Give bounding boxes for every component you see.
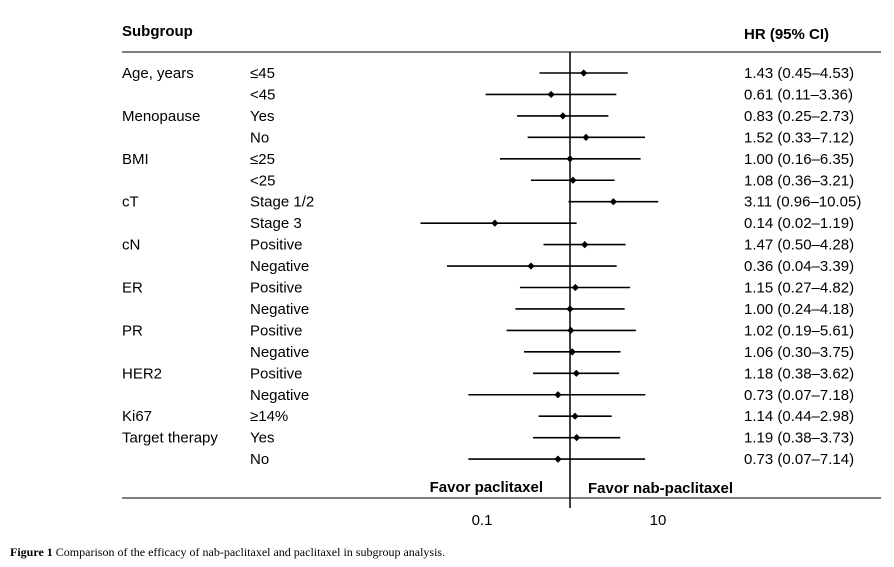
hr-ci-value: 0.14 (0.02–1.19) [744, 215, 854, 232]
hr-point-marker [569, 176, 577, 184]
level-label: ≥14% [250, 408, 288, 425]
forest-row: No 0.73 (0.07–7.14) [250, 451, 854, 468]
hr-point-marker [566, 305, 574, 313]
hr-point-marker [572, 369, 580, 377]
hr-point-marker [491, 219, 499, 227]
forest-row: Menopause Yes 0.83 (0.25–2.73) [122, 108, 854, 125]
level-label: Positive [250, 365, 303, 382]
subgroup-label: cT [122, 194, 139, 211]
level-label: Negative [250, 387, 309, 404]
subgroup-header: Subgroup [122, 23, 193, 40]
forest-row: ER Positive 1.15 (0.27–4.82) [122, 280, 854, 297]
forest-row: <25 1.08 (0.36–3.21) [250, 172, 854, 189]
level-label: Yes [250, 108, 274, 125]
subgroup-label: HER2 [122, 365, 162, 382]
hr-point-marker [554, 455, 562, 463]
level-label: <45 [250, 86, 275, 103]
level-label: No [250, 451, 269, 468]
hr-ci-value: 1.52 (0.33–7.12) [744, 129, 854, 146]
level-label: Yes [250, 430, 274, 447]
hr-point-marker [547, 90, 555, 99]
favor-left-label: Favor paclitaxel [430, 479, 543, 496]
hr-point-marker [573, 434, 581, 442]
level-label: Positive [250, 322, 303, 339]
level-label: Stage 1/2 [250, 194, 314, 211]
level-label: ≤25 [250, 151, 275, 168]
hr-header: HR (95% CI) [744, 26, 829, 43]
figure-caption-label: Figure 1 [10, 545, 53, 559]
level-label: Positive [250, 280, 303, 297]
forest-row: No 1.52 (0.33–7.12) [250, 129, 854, 146]
level-label: <25 [250, 172, 275, 189]
hr-ci-value: 1.15 (0.27–4.82) [744, 280, 854, 297]
hr-point-marker [571, 283, 579, 292]
subgroup-label: Menopause [122, 108, 200, 125]
hr-point-marker [609, 198, 617, 206]
hr-ci-value: 0.73 (0.07–7.18) [744, 387, 854, 404]
hr-ci-value: 1.00 (0.16–6.35) [744, 151, 854, 168]
subgroup-label: cN [122, 237, 140, 254]
level-label: Negative [250, 258, 309, 275]
hr-point-marker [567, 326, 575, 334]
subgroup-label: Target therapy [122, 430, 218, 447]
figure-caption: Figure 1 Comparison of the efficacy of n… [10, 545, 445, 560]
hr-ci-value: 1.06 (0.30–3.75) [744, 344, 854, 361]
level-label: Negative [250, 301, 309, 318]
subgroup-label: PR [122, 322, 143, 339]
hr-ci-value: 1.08 (0.36–3.21) [744, 172, 854, 189]
forest-row: BMI ≤25 1.00 (0.16–6.35) [122, 151, 854, 168]
hr-ci-value: 1.19 (0.38–3.73) [744, 430, 854, 447]
hr-ci-value: 3.11 (0.96–10.05) [744, 194, 861, 211]
hr-ci-value: 1.02 (0.19–5.61) [744, 322, 854, 339]
hr-point-marker [566, 155, 574, 163]
hr-point-marker [582, 133, 590, 141]
subgroup-label: ER [122, 280, 143, 297]
forest-row: HER2 Positive 1.18 (0.38–3.62) [122, 365, 854, 382]
hr-point-marker [568, 348, 576, 356]
hr-ci-value: 1.18 (0.38–3.62) [744, 365, 854, 382]
level-label: Negative [250, 344, 309, 361]
hr-ci-value: 1.14 (0.44–2.98) [744, 408, 854, 425]
subgroup-label: Age, years [122, 65, 194, 82]
forest-row: cN Positive 1.47 (0.50–4.28) [122, 237, 854, 254]
forest-row: Negative 1.06 (0.30–3.75) [250, 344, 854, 361]
hr-point-marker [527, 262, 535, 270]
forest-row: Negative 1.00 (0.24–4.18) [250, 301, 854, 318]
level-label: No [250, 129, 269, 146]
figure-caption-text: Comparison of the efficacy of nab-paclit… [52, 545, 446, 559]
forest-row: Ki67 ≥14% 1.14 (0.44–2.98) [122, 408, 854, 425]
forest-row: Negative 0.36 (0.04–3.39) [250, 258, 854, 275]
forest-row: Negative 0.73 (0.07–7.18) [250, 387, 854, 404]
hr-ci-value: 0.83 (0.25–2.73) [744, 108, 854, 125]
hr-ci-value: 1.47 (0.50–4.28) [744, 237, 854, 254]
level-label: ≤45 [250, 65, 275, 82]
favor-right-label: Favor nab-paclitaxel [588, 480, 733, 497]
hr-ci-value: 0.36 (0.04–3.39) [744, 258, 854, 275]
subgroup-label: BMI [122, 151, 149, 168]
forest-row: PR Positive 1.02 (0.19–5.61) [122, 322, 854, 339]
level-label: Positive [250, 237, 303, 254]
hr-ci-value: 1.43 (0.45–4.53) [744, 65, 854, 82]
hr-ci-value: 0.61 (0.11–3.36) [744, 86, 853, 103]
hr-ci-value: 1.00 (0.24–4.18) [744, 301, 854, 318]
x-tick-label: 0.1 [472, 512, 493, 529]
forest-row: Stage 3 0.14 (0.02–1.19) [250, 215, 854, 232]
level-label: Stage 3 [250, 215, 302, 232]
hr-point-marker [554, 391, 562, 399]
forest-row: <45 0.61 (0.11–3.36) [250, 86, 853, 103]
hr-point-marker [580, 69, 588, 77]
x-tick-label: 10 [650, 512, 667, 529]
hr-point-marker [559, 112, 567, 120]
hr-point-marker [571, 412, 579, 420]
hr-ci-value: 0.73 (0.07–7.14) [744, 451, 854, 468]
forest-row: Age, years ≤45 1.43 (0.45–4.53) [122, 65, 854, 82]
forest-row: Target therapy Yes 1.19 (0.38–3.73) [122, 430, 854, 447]
forest-row: cT Stage 1/2 3.11 (0.96–10.05) [122, 194, 861, 211]
subgroup-label: Ki67 [122, 408, 152, 425]
hr-point-marker [581, 241, 589, 249]
